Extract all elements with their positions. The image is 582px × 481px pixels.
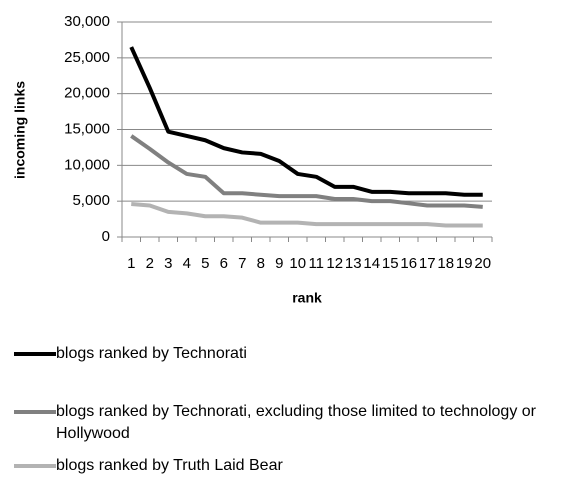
x-tick-label: 17 [419, 255, 436, 272]
x-tick-label: 2 [146, 255, 154, 272]
x-tick-label: 4 [183, 255, 191, 272]
series-line [129, 46, 483, 197]
x-tick-label: 20 [474, 255, 491, 272]
chart: incoming links rank 0 5,000 10,000 15,000 20… [12, 13, 493, 306]
y-tick-label: 25,000 [64, 49, 110, 66]
x-tick-label: 12 [326, 255, 343, 272]
x-tick-label: 11 [308, 255, 324, 272]
legend-entry: blogs ranked by Technorati, excluding th… [14, 401, 574, 445]
y-tick-label: 20,000 [64, 85, 110, 102]
x-tick-label: 1 [127, 255, 135, 272]
x-tick-label: 6 [220, 255, 228, 272]
legend-swatch [14, 352, 56, 356]
legend-label: blogs ranked by Technorati [56, 345, 247, 362]
x-tick-label: 8 [257, 255, 265, 272]
x-tick-label: 9 [275, 255, 283, 272]
y-tick-label: 5,000 [72, 192, 110, 209]
y-tick-label: 30,000 [64, 13, 110, 30]
x-tick-label: 10 [289, 255, 306, 272]
x-tick-label: 3 [164, 255, 172, 272]
legend-entry: blogs ranked by Truth Laid Bear [14, 455, 574, 477]
y-tick-label: 0 [102, 228, 110, 245]
x-tick-label: 19 [456, 255, 473, 272]
legend-swatch [14, 410, 56, 414]
x-tick-label: 13 [345, 255, 362, 272]
x-tick-label: 16 [400, 255, 417, 272]
legend-label: blogs ranked by Truth Laid Bear [56, 457, 283, 474]
x-tick-label: 18 [437, 255, 454, 272]
y-tick-label: 10,000 [64, 156, 110, 173]
x-tick-label: 14 [363, 255, 380, 272]
x-tick-label: 7 [238, 255, 246, 272]
y-tick-label: 15,000 [64, 120, 110, 137]
series-line [131, 202, 483, 228]
x-tick-label: 15 [382, 255, 399, 272]
legend-label: blogs ranked by Technorati, excluding th… [56, 403, 536, 442]
y-axis-label: incoming links [12, 81, 28, 179]
legend-entry: blogs ranked by Technorati [14, 343, 574, 365]
legend-swatch [14, 464, 56, 468]
x-axis-label: rank [292, 290, 322, 306]
x-tick-label: 5 [201, 255, 209, 272]
series-line [130, 134, 483, 209]
